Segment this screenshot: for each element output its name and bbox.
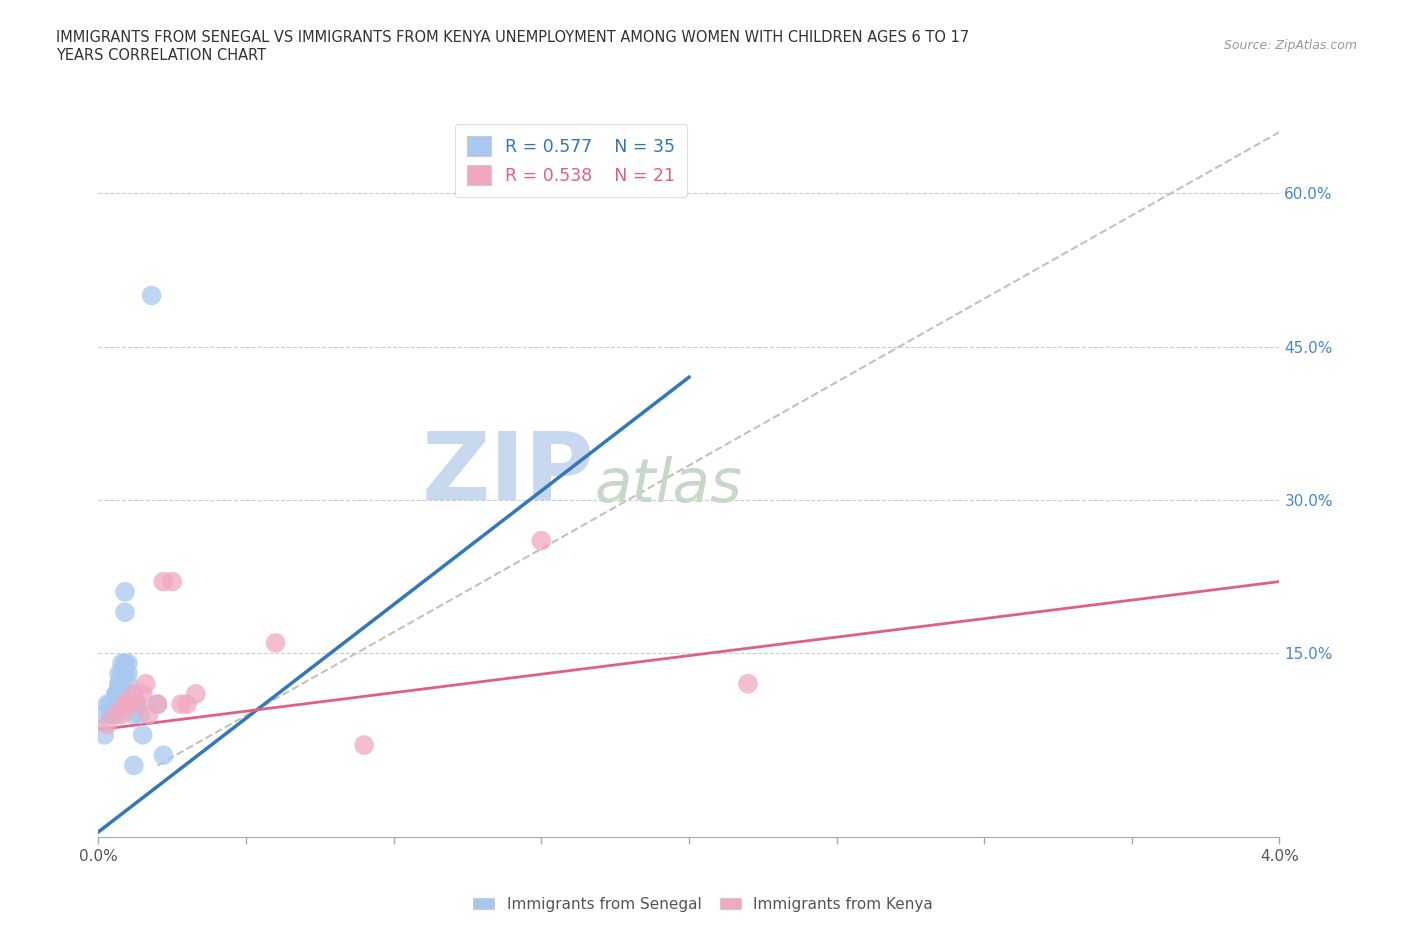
Point: [146, 697, 169, 711]
Point: [111, 676, 134, 691]
Point: [135, 676, 157, 691]
Point: [122, 758, 145, 773]
Point: [96, 717, 118, 732]
Point: [108, 676, 131, 691]
Point: [114, 697, 136, 711]
Text: ZIP: ZIP: [422, 429, 595, 520]
Point: [162, 574, 183, 589]
Point: [264, 635, 287, 650]
Point: [108, 666, 131, 681]
Point: [152, 748, 174, 763]
Point: [114, 656, 136, 671]
Point: [105, 686, 128, 701]
Point: [128, 707, 150, 722]
Point: [108, 676, 131, 691]
Point: [122, 707, 145, 722]
Point: [125, 697, 148, 711]
Point: [737, 676, 759, 691]
Point: [114, 666, 136, 681]
Point: [98, 697, 121, 711]
Point: [93, 727, 115, 742]
Point: [353, 737, 375, 752]
Point: [117, 656, 139, 671]
Point: [96, 697, 118, 711]
Text: YEARS CORRELATION CHART: YEARS CORRELATION CHART: [56, 48, 266, 63]
Point: [105, 697, 128, 711]
Point: [103, 707, 125, 722]
Text: atlas: atlas: [595, 456, 742, 514]
Point: [108, 686, 131, 701]
Legend: R = 0.577    N = 35, R = 0.538    N = 21: R = 0.577 N = 35, R = 0.538 N = 21: [454, 124, 688, 197]
Point: [111, 686, 134, 701]
Point: [105, 686, 128, 701]
Point: [117, 697, 139, 711]
Point: [105, 707, 128, 722]
Point: [117, 676, 139, 691]
Point: [105, 697, 128, 711]
Point: [122, 686, 145, 701]
Point: [93, 707, 115, 722]
Point: [146, 697, 169, 711]
Point: [114, 584, 136, 599]
Point: [170, 697, 193, 711]
Point: [108, 697, 131, 711]
Point: [138, 707, 160, 722]
Point: [132, 686, 155, 701]
Point: [125, 697, 148, 711]
Point: [152, 574, 174, 589]
Point: [111, 666, 134, 681]
Point: [98, 707, 121, 722]
Point: [111, 707, 134, 722]
Point: [117, 697, 139, 711]
Text: IMMIGRANTS FROM SENEGAL VS IMMIGRANTS FROM KENYA UNEMPLOYMENT AMONG WOMEN WITH C: IMMIGRANTS FROM SENEGAL VS IMMIGRANTS FR…: [56, 30, 970, 45]
Point: [111, 656, 134, 671]
Point: [132, 727, 155, 742]
Point: [176, 697, 198, 711]
Point: [117, 666, 139, 681]
Point: [184, 686, 207, 701]
Text: Source: ZipAtlas.com: Source: ZipAtlas.com: [1223, 39, 1357, 52]
Point: [530, 533, 553, 548]
Point: [141, 288, 163, 303]
Legend: Immigrants from Senegal, Immigrants from Kenya: Immigrants from Senegal, Immigrants from…: [467, 891, 939, 918]
Point: [114, 604, 136, 619]
Point: [103, 707, 125, 722]
